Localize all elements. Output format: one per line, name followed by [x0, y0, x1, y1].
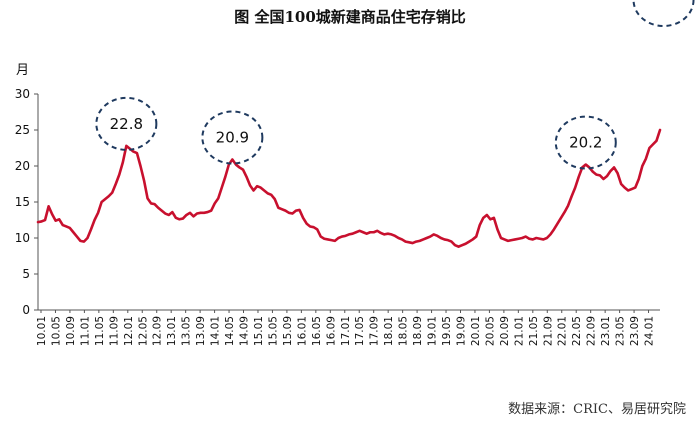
source-note: 数据来源：CRIC、易居研究院 — [508, 402, 686, 417]
x-tick-label: 16.05 — [311, 316, 323, 346]
x-tick-label: 15.09 — [282, 316, 294, 346]
annotation-label: 20.9 — [216, 129, 249, 147]
x-tick-label: 21.05 — [528, 316, 540, 346]
x-axis: 10.01 10.05 10.09 11.01 11.05 11.09 12.01 12.05… — [36, 309, 660, 346]
x-tick-label: 17.09 — [369, 316, 381, 346]
x-tick-label: 11.01 — [79, 316, 91, 346]
x-tick-label: 16.09 — [325, 316, 337, 346]
x-tick-label: 23.09 — [629, 316, 641, 346]
annotation-label: 25.0 — [647, 0, 680, 4]
series-line — [36, 128, 662, 248]
y-tick-label: 30 — [15, 87, 30, 101]
x-tick-label: 15.01 — [253, 316, 265, 346]
y-axis: 0 5 10 15 20 25 30 — [15, 87, 39, 317]
x-tick-label: 14.01 — [210, 316, 222, 346]
x-tick-label: 15.05 — [267, 316, 279, 346]
annotation-ellipse — [554, 115, 617, 170]
y-tick-label: 5 — [22, 267, 30, 281]
x-tick-label: 10.01 — [36, 316, 48, 346]
series-layer — [36, 128, 662, 248]
x-tick-label: 16.01 — [296, 316, 308, 346]
x-tick-label: 18.01 — [383, 316, 395, 346]
x-tick-label: 17.05 — [354, 316, 366, 346]
x-tick-label: 20.05 — [484, 316, 496, 346]
chart-title: 图 全国100城新建商品住宅存销比 — [234, 8, 466, 26]
x-tick-label: 20.09 — [499, 316, 511, 346]
annotation-label: 20.2 — [569, 134, 602, 152]
x-tick-label: 13.05 — [181, 316, 193, 346]
x-tick-label: 22.05 — [571, 316, 583, 346]
x-tick-label: 24.01 — [644, 316, 656, 346]
x-tick-label: 12.09 — [152, 316, 164, 346]
y-tick-label: 15 — [15, 195, 30, 209]
annotation-ellipse — [95, 96, 158, 151]
y-tick-label: 20 — [15, 159, 30, 173]
x-tick-label: 13.09 — [195, 316, 207, 346]
x-tick-label: 22.09 — [586, 316, 598, 346]
x-tick-label: 22.01 — [557, 316, 569, 346]
x-tick-label: 11.09 — [108, 316, 120, 346]
x-tick-label: 23.05 — [615, 316, 627, 346]
x-tick-label: 12.05 — [137, 316, 149, 346]
x-tick-label: 21.09 — [542, 316, 554, 346]
x-tick-label: 13.01 — [166, 316, 178, 346]
x-tick-label: 18.09 — [412, 316, 424, 346]
x-tick-label: 23.01 — [600, 316, 612, 346]
annotation-layer: 22.8 20.9 20.2 25.0 — [95, 0, 695, 170]
x-tick-label: 18.05 — [398, 316, 410, 346]
x-tick-label: 17.01 — [340, 316, 352, 346]
x-tick-label: 14.05 — [224, 316, 236, 346]
x-tick-label: 21.01 — [513, 316, 525, 346]
y-axis-unit-label: 月 — [16, 63, 29, 78]
x-tick-label: 10.09 — [65, 316, 77, 346]
annotation-label: 22.8 — [110, 115, 143, 133]
x-tick-label: 11.05 — [94, 316, 106, 346]
x-tick-label: 19.05 — [441, 316, 453, 346]
x-tick-label: 14.09 — [239, 316, 251, 346]
y-tick-label: 0 — [22, 303, 30, 317]
x-tick-label: 19.01 — [427, 316, 439, 346]
x-tick-label: 10.05 — [50, 316, 62, 346]
y-tick-label: 25 — [15, 123, 30, 137]
annotation-ellipse — [201, 110, 264, 165]
x-tick-label: 20.01 — [470, 316, 482, 346]
x-tick-label: 12.01 — [123, 316, 135, 346]
y-tick-label: 10 — [15, 231, 30, 245]
x-tick-label: 19.09 — [455, 316, 467, 346]
